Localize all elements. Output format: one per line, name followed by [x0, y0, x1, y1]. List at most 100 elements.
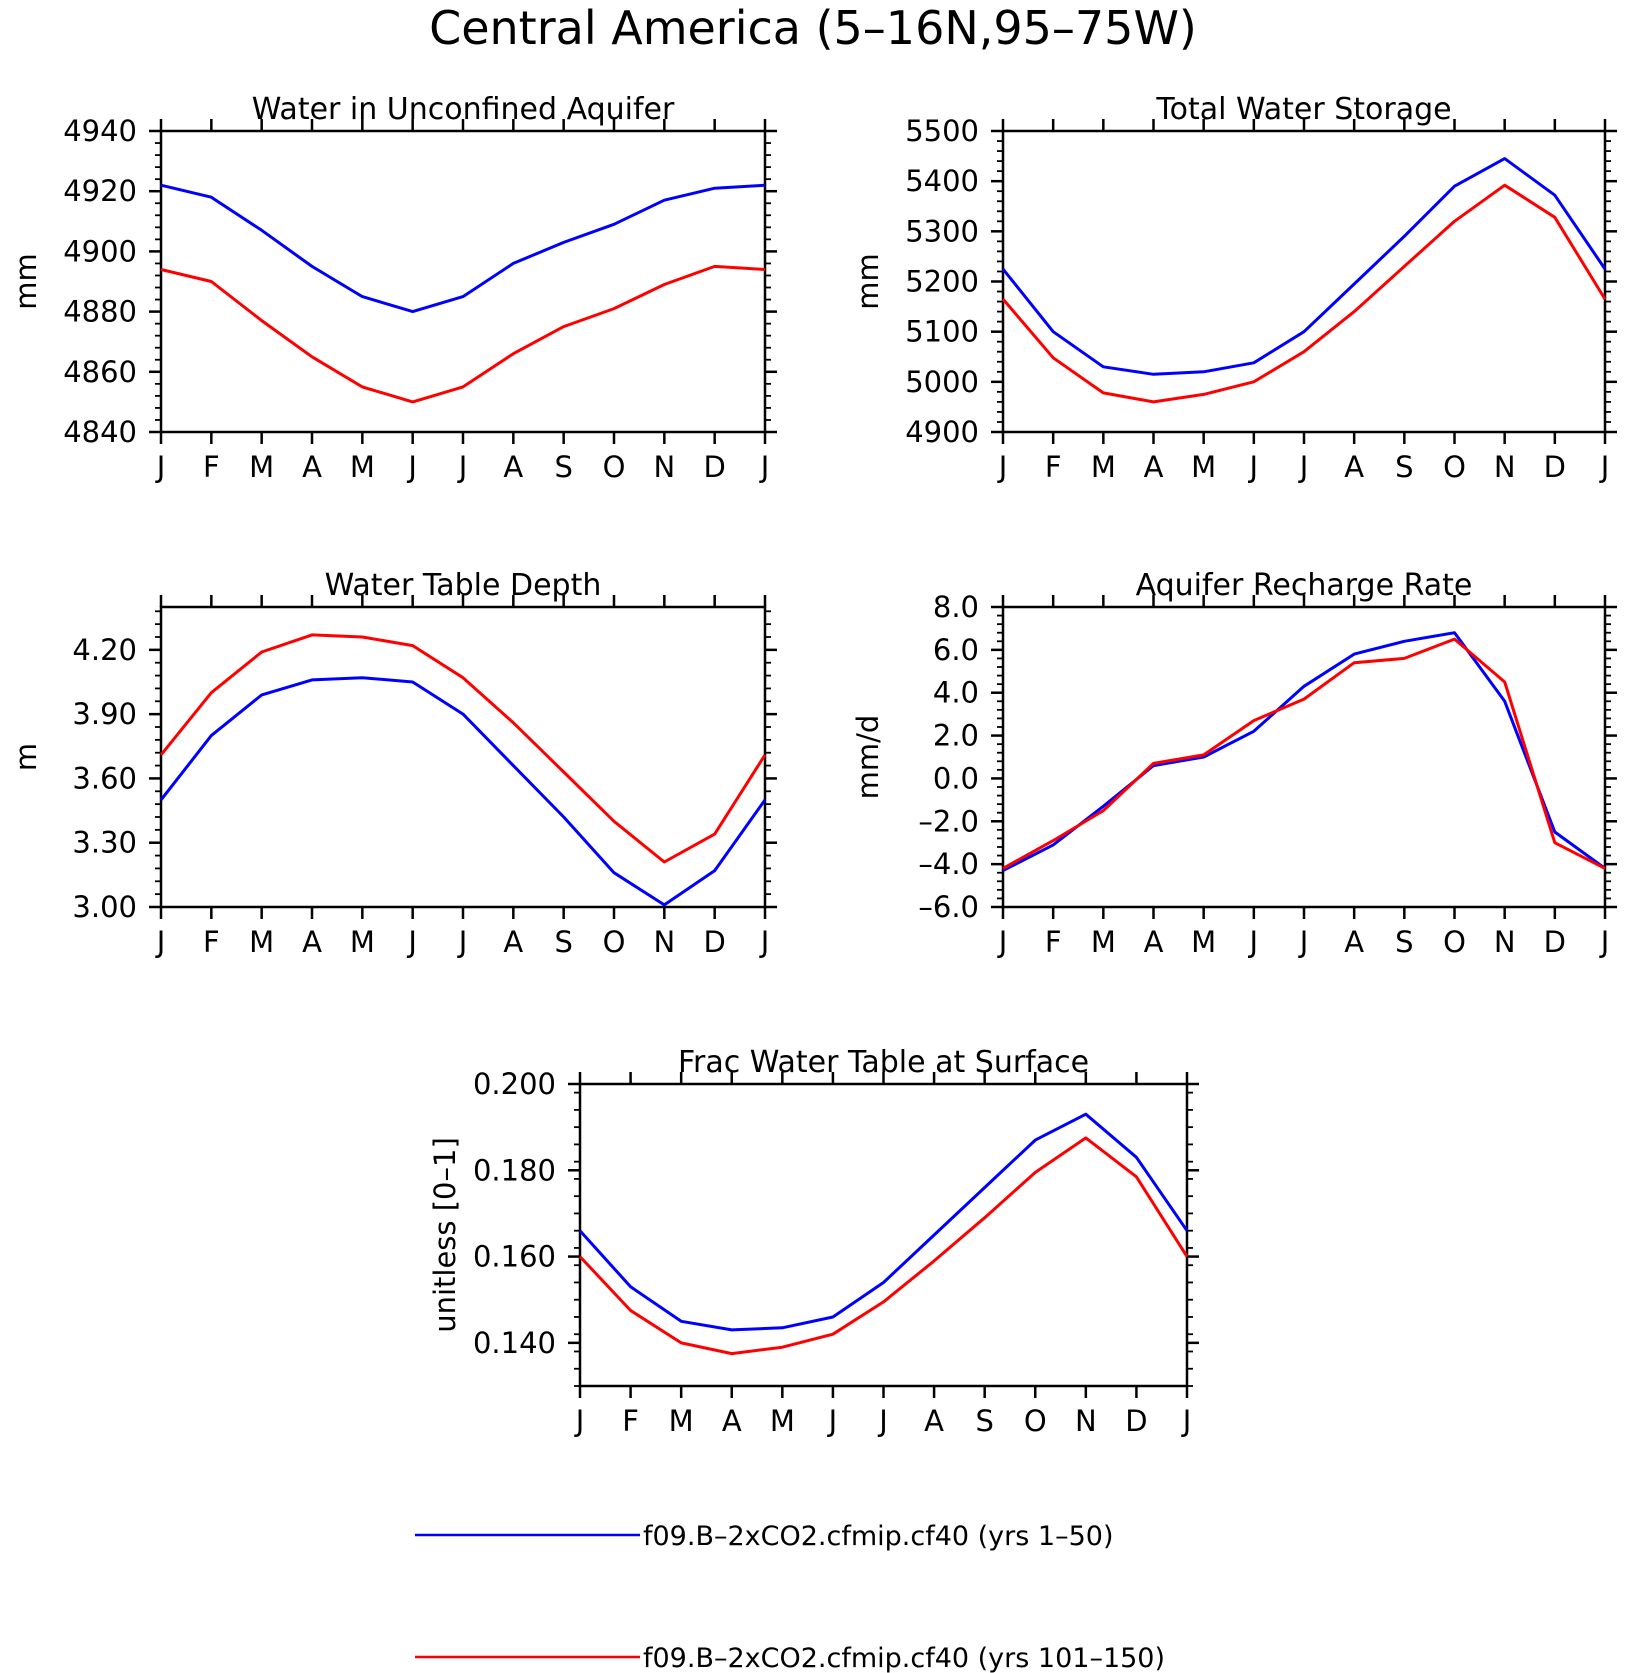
y-tick-label: 8.0: [933, 590, 979, 624]
x-tick-label: J: [457, 925, 468, 959]
x-tick-label: J: [1248, 925, 1259, 959]
plot-frame: [159, 605, 767, 909]
series-line-blue: [1002, 631, 1606, 872]
x-tick-label: A: [1144, 450, 1164, 484]
x-tick-label: M: [350, 925, 375, 959]
x-tick-label: J: [997, 450, 1008, 484]
x-tick-label: F: [1045, 925, 1062, 959]
x-tick-label: M: [350, 450, 375, 484]
x-tick-label: D: [1544, 925, 1566, 959]
x-tick-label: M: [1091, 925, 1116, 959]
x-tick-label: J: [1298, 925, 1309, 959]
y-tick-label: –6.0: [918, 890, 979, 924]
x-tick-label: M: [669, 1404, 694, 1438]
x-tick-label: J: [155, 925, 166, 959]
x-tick-label: O: [603, 925, 626, 959]
series-line-red: [159, 633, 767, 864]
x-tick-label: A: [1344, 925, 1364, 959]
y-axis-label: m: [9, 743, 43, 771]
x-tick-label: S: [1395, 450, 1413, 484]
x-tick-label: F: [1045, 450, 1062, 484]
x-tick-label: N: [1494, 450, 1516, 484]
x-tick-label: N: [653, 925, 675, 959]
x-tick-label: F: [203, 925, 220, 959]
x-tick-label: J: [759, 925, 770, 959]
series-line-blue: [159, 676, 767, 907]
x-tick-label: S: [975, 1404, 993, 1438]
x-tick-label: J: [1248, 450, 1259, 484]
y-axis-label: unitless [0–1]: [428, 1137, 462, 1333]
x-tick-label: A: [924, 1404, 944, 1438]
chart-panel-total-water-storage: Total Water Storage mm J F M A M J J A S O N D J4900…: [851, 92, 1617, 484]
x-tick-label: M: [1091, 450, 1116, 484]
y-tick-label: 0.180: [473, 1153, 556, 1187]
y-tick-label: 0.160: [473, 1240, 556, 1274]
x-tick-label: S: [554, 450, 572, 484]
legend: f09.B–2xCO2.cfmip.cf40 (yrs 1–50) f09.B–…: [415, 1521, 1165, 1673]
y-tick-label: 4880: [63, 295, 137, 329]
series-line-red: [1001, 183, 1607, 404]
x-tick-label: J: [1599, 925, 1610, 959]
y-tick-label: 6.0: [933, 633, 979, 667]
chart-panel-frac-water-table-surface: Frac Water Table at Surface unitless [0–…: [428, 1045, 1199, 1438]
x-tick-label: D: [703, 925, 725, 959]
y-tick-label: –4.0: [918, 847, 979, 881]
x-tick-label: A: [1344, 450, 1364, 484]
series-line-blue: [1001, 157, 1607, 376]
y-tick-label: 4860: [63, 355, 137, 389]
figure-title: Central America (5–16N,95–75W): [429, 1, 1197, 55]
series-line-blue: [578, 1112, 1189, 1332]
x-tick-label: A: [302, 450, 322, 484]
series-line-red: [160, 264, 766, 404]
y-tick-label: 0.140: [473, 1326, 556, 1360]
x-tick-label: J: [1298, 450, 1309, 484]
x-tick-label: F: [622, 1404, 639, 1438]
series-line-red: [1002, 637, 1606, 870]
x-tick-label: S: [554, 925, 572, 959]
x-tick-label: D: [1125, 1404, 1147, 1438]
x-tick-label: A: [302, 925, 322, 959]
x-tick-label: M: [249, 450, 274, 484]
x-tick-label: J: [406, 450, 417, 484]
legend-label-blue: f09.B–2xCO2.cfmip.cf40 (yrs 1–50): [643, 1521, 1113, 1552]
y-tick-label: 4900: [905, 415, 979, 449]
y-tick-label: 3.30: [72, 826, 137, 860]
x-tick-label: J: [759, 450, 770, 484]
y-tick-label: 4940: [63, 114, 137, 148]
x-tick-label: M: [249, 925, 274, 959]
y-axis-label: mm: [851, 253, 885, 310]
chart-panel-water-table-depth: Water Table Depth m J F M A M J J A S O N D J3.003.3…: [9, 568, 777, 959]
y-axis-label: mm: [9, 253, 43, 310]
y-tick-label: 2.0: [933, 719, 979, 753]
y-tick-label: 4920: [63, 174, 137, 208]
y-tick-label: 5000: [905, 365, 979, 399]
y-tick-label: 5100: [905, 315, 979, 349]
x-tick-label: A: [503, 450, 523, 484]
legend-label-red: f09.B–2xCO2.cfmip.cf40 (yrs 101–150): [643, 1643, 1165, 1673]
x-tick-label: S: [1395, 925, 1413, 959]
series-line-red: [578, 1136, 1189, 1356]
x-tick-label: A: [503, 925, 523, 959]
x-tick-label: J: [1599, 450, 1610, 484]
x-tick-label: M: [770, 1404, 795, 1438]
y-tick-label: 4900: [63, 234, 137, 268]
x-tick-label: J: [406, 925, 417, 959]
y-tick-label: 3.90: [72, 697, 137, 731]
x-tick-label: O: [1024, 1404, 1047, 1438]
x-tick-label: J: [457, 450, 468, 484]
plot-frame: [578, 1082, 1189, 1388]
x-tick-label: J: [1181, 1404, 1192, 1438]
x-tick-label: A: [722, 1404, 742, 1438]
plot-frame: [1001, 605, 1607, 909]
y-tick-label: 5300: [905, 214, 979, 248]
series-line-blue: [160, 183, 766, 314]
x-tick-label: O: [1443, 450, 1466, 484]
y-tick-label: 4.20: [72, 633, 137, 667]
x-tick-label: N: [1075, 1404, 1097, 1438]
x-tick-label: F: [203, 450, 220, 484]
y-tick-label: 5400: [905, 164, 979, 198]
y-tick-label: 0.0: [933, 761, 979, 795]
y-tick-label: 3.00: [72, 890, 137, 924]
